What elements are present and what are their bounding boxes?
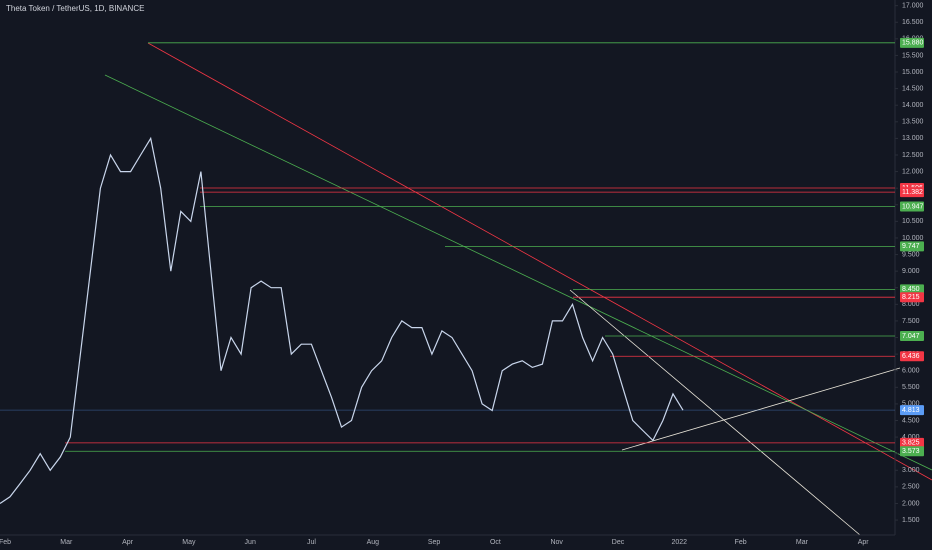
level-label: 4.813 (902, 407, 920, 414)
y-tick-label: 7.500 (902, 318, 920, 325)
y-tick-label: 15.000 (902, 69, 924, 76)
y-tick-label: 13.000 (902, 135, 924, 142)
x-tick-label: Aug (367, 539, 380, 546)
level: 15.880 (148, 37, 924, 48)
level: 6.436 (610, 351, 924, 362)
level: 8.450 (573, 284, 924, 295)
y-tick-label: 12.000 (902, 168, 924, 175)
x-tick-label: 2022 (672, 539, 688, 546)
trend-lines (104, 42, 932, 536)
level: 4.813 (0, 405, 924, 416)
level-label-box (900, 201, 924, 212)
x-tick-label: Apr (122, 539, 134, 546)
x-tick-label: Jul (307, 539, 316, 546)
x-tick-label: Nov (550, 539, 563, 546)
y-tick-label: 9.500 (902, 251, 920, 258)
level-label: 15.880 (902, 40, 924, 47)
level: 11.382 (200, 187, 924, 198)
level: 9.747 (445, 241, 924, 252)
x-tick-label: Mar (60, 539, 73, 546)
x-tick-label: Dec (612, 539, 625, 546)
level-label-box (900, 241, 924, 252)
y-tick-label: 14.500 (902, 85, 924, 92)
level-label-box (900, 37, 924, 48)
y-tick-label: 16.500 (902, 19, 924, 26)
level-label-box (900, 284, 924, 295)
level-label-box (900, 351, 924, 362)
level-label-box (900, 405, 924, 416)
trend-line (569, 289, 861, 536)
y-tick-label: 10.000 (902, 235, 924, 242)
y-tick-label: 17.000 (902, 2, 924, 9)
y-tick-label: 5.000 (902, 401, 920, 408)
x-tick-label: Feb (0, 539, 11, 546)
level-label-box (900, 330, 924, 341)
level-label-box (900, 437, 924, 448)
y-tick-label: 5.500 (902, 384, 920, 391)
x-tick-label: May (182, 539, 196, 546)
level-label: 7.047 (902, 333, 920, 340)
y-tick-label: 6.000 (902, 368, 920, 375)
y-tick-label: 14.000 (902, 102, 924, 109)
x-tick-label: Feb (735, 539, 747, 546)
level-label: 3.573 (902, 448, 920, 455)
y-tick-label: 10.500 (902, 218, 924, 225)
level-label: 3.825 (902, 440, 920, 447)
y-tick-label: 2.000 (902, 500, 920, 507)
level: 8.215 (573, 292, 924, 303)
level-label-box (900, 187, 924, 198)
level-label-box (900, 446, 924, 457)
y-tick-label: 15.500 (902, 52, 924, 59)
x-tick-label: Mar (796, 539, 809, 546)
y-tick-label: 3.000 (902, 467, 920, 474)
x-tick-label: Jun (245, 539, 256, 546)
x-tick-label: Apr (858, 539, 870, 546)
level-label: 9.747 (902, 243, 920, 250)
y-tick-label: 9.000 (902, 268, 920, 275)
trend-line (621, 367, 901, 451)
y-tick-label: 2.500 (902, 484, 920, 491)
y-tick-label: 1.500 (902, 517, 920, 524)
level: 3.573 (65, 446, 924, 457)
y-tick-label: 4.500 (902, 417, 920, 424)
price-line (0, 136, 684, 504)
level: 10.947 (200, 201, 924, 212)
y-tick-label: 13.500 (902, 119, 924, 126)
level: 3.825 (65, 437, 924, 448)
y-tick-label: 4.000 (902, 434, 920, 441)
x-tick-label: Sep (428, 539, 441, 546)
chart-title: Theta Token / TetherUS, 1D, BINANCE (6, 4, 144, 13)
trend-line (104, 74, 932, 471)
level: 7.047 (605, 330, 924, 341)
y-tick-label: 8.000 (902, 301, 920, 308)
level-label: 6.436 (902, 353, 920, 360)
level-label-box (900, 292, 924, 303)
y-tick-label: 12.500 (902, 152, 924, 159)
level-label: 10.947 (902, 203, 924, 210)
x-tick-label: Oct (490, 539, 501, 546)
level-label: 8.450 (902, 286, 920, 293)
level-label: 8.215 (902, 294, 920, 301)
level-label: 11.382 (902, 189, 923, 196)
